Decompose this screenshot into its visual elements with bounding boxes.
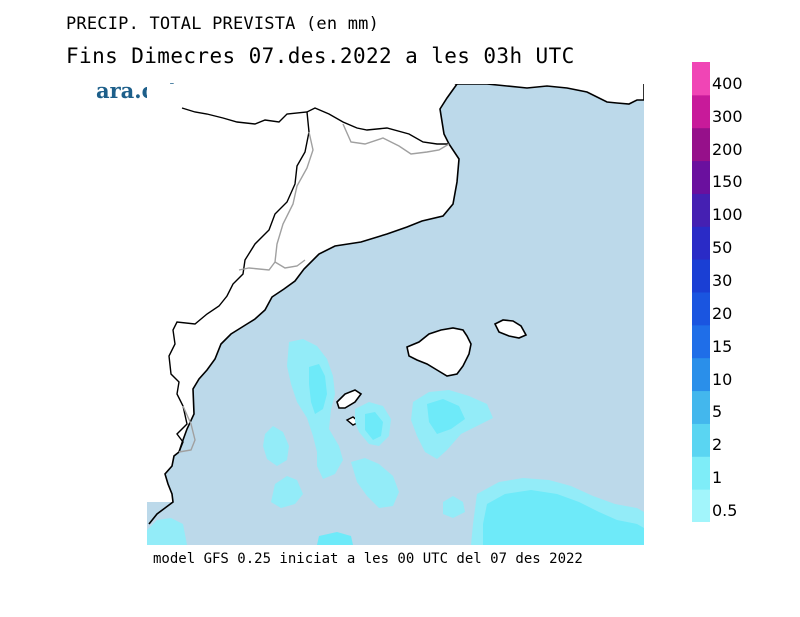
color-scale-block	[692, 324, 710, 359]
color-scale-label: 15	[712, 336, 733, 356]
color-scale-block	[692, 390, 710, 424]
precipitation-map	[147, 84, 644, 545]
land-mainland	[147, 84, 459, 502]
color-scale-label: 300	[712, 106, 743, 126]
precip-patch	[271, 476, 303, 508]
boundary-west-2	[168, 111, 310, 453]
color-scale-block	[692, 423, 710, 457]
color-scale-block	[692, 226, 710, 260]
color-scale-block	[692, 127, 710, 162]
color-scale-label: 2	[712, 435, 723, 455]
regional-borders	[178, 123, 450, 453]
color-scale-label: 5	[712, 402, 723, 422]
color-scale-label: 1	[712, 468, 723, 488]
color-scale-label: 400	[712, 73, 743, 93]
precip-patch	[317, 532, 353, 545]
color-scale-label: 50	[712, 238, 733, 258]
precip-patch	[483, 490, 644, 545]
color-scale-block	[692, 489, 710, 522]
color-scale-label: 100	[712, 205, 743, 225]
color-scale-label: 200	[712, 139, 743, 159]
color-scale-label: 150	[712, 172, 743, 192]
color-scale	[692, 62, 710, 522]
color-scale-block	[692, 160, 710, 194]
island-eivissa	[336, 389, 363, 409]
color-scale-blocks	[692, 62, 710, 522]
island-menorca	[493, 319, 528, 339]
color-scale-block	[692, 456, 710, 490]
chart-title: PRECIP. TOTAL PREVISTA (en mm)	[66, 14, 380, 34]
color-scale-block	[692, 292, 710, 326]
precip-patch	[147, 518, 187, 545]
color-scale-block	[692, 62, 710, 96]
precip-patch	[263, 426, 289, 466]
color-scale-block	[692, 259, 710, 293]
color-scale-block	[692, 94, 710, 129]
color-scale-label: 20	[712, 303, 733, 323]
precip-patch	[309, 364, 327, 414]
color-scale-label: 0.5	[712, 501, 738, 520]
precip-areas	[147, 339, 644, 545]
boundary-west	[181, 107, 449, 145]
coastline-france	[454, 84, 644, 105]
color-scale-block	[692, 193, 710, 227]
precip-patch	[351, 458, 399, 508]
precip-patch	[427, 399, 465, 434]
chart-subtitle: Fins Dimecres 07.des.2022 a les 03h UTC	[66, 44, 575, 68]
color-scale-label: 30	[712, 271, 733, 290]
color-scale-label: 10	[712, 369, 733, 389]
precip-patch	[443, 496, 465, 518]
coastline	[148, 84, 460, 525]
island-mallorca	[406, 327, 472, 377]
precip-patch	[365, 412, 383, 440]
color-scale-block	[692, 357, 710, 392]
model-info: model GFS 0.25 iniciat a les 00 UTC del …	[153, 551, 583, 567]
